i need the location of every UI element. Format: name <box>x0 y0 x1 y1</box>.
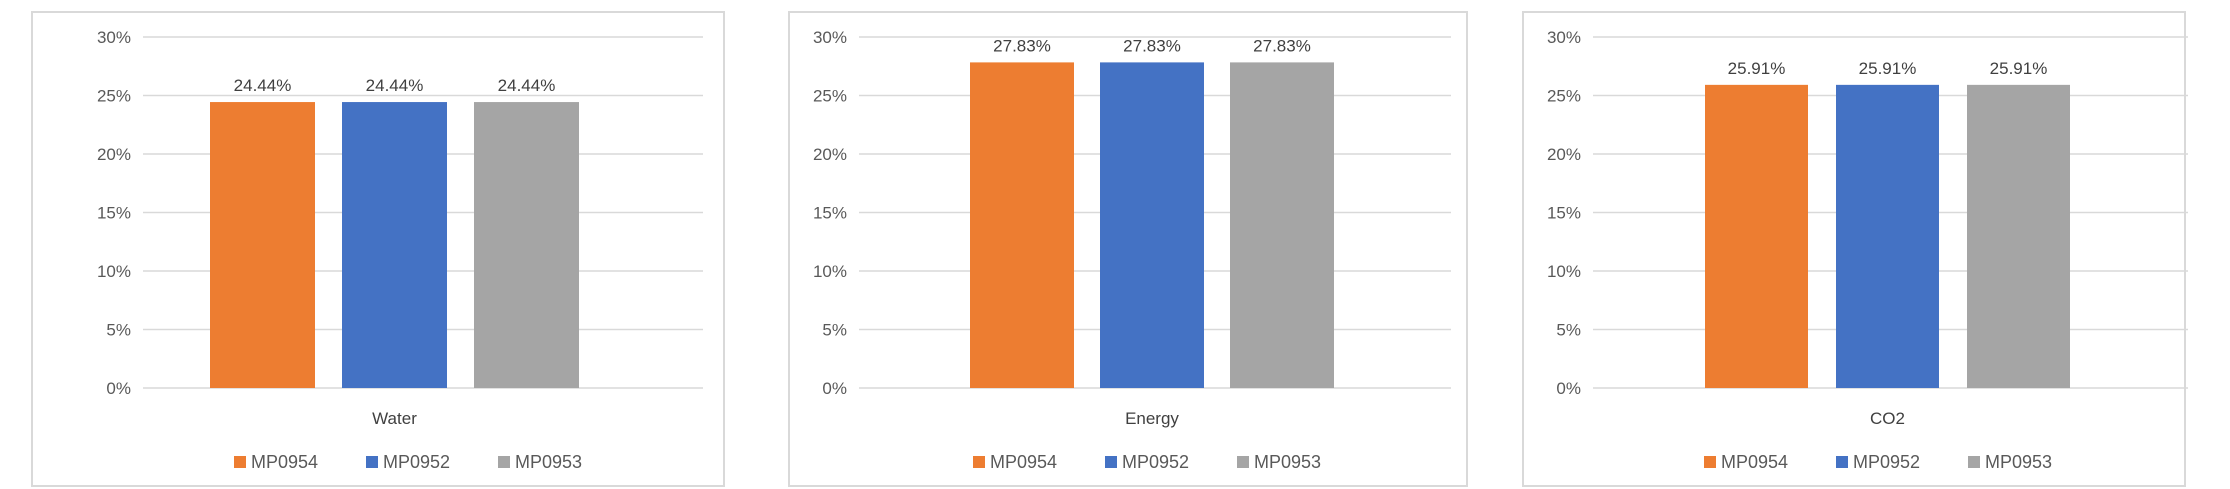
y-tick-label: 20% <box>97 145 131 164</box>
bar-mp0954-water <box>210 102 315 388</box>
legend-label-mp0953: MP0953 <box>1254 452 1321 472</box>
legend-label-mp0952: MP0952 <box>1853 452 1920 472</box>
chart-svg-co2: 0% 5% 10% 15% 20% 25% 30% 25.91% 25.91% 25.91% CO2… <box>1547 28 2188 472</box>
y-tick-label: 5% <box>822 321 847 340</box>
chart-svg-water: 0% 5% 10% 15% 20% 25% 30% 24.44% 24.44% 24.44% Wat… <box>97 28 703 472</box>
legend-swatch-mp0953 <box>498 456 510 468</box>
legend-label-mp0952: MP0952 <box>383 452 450 472</box>
bar-mp0952-water <box>342 102 447 388</box>
category-label: Water <box>372 409 417 428</box>
legend-label-mp0952: MP0952 <box>1122 452 1189 472</box>
bar-mp0952-energy <box>1100 62 1204 388</box>
data-label: 24.44% <box>366 76 424 95</box>
chart-svg-energy: 0% 5% 10% 15% 20% 25% 30% 27.83% 27.83% 27.83% Ene… <box>813 28 1451 472</box>
chart-panel-energy: 0% 5% 10% 15% 20% 25% 30% 27.83% 27.83% 27.83% Ene… <box>788 11 1468 487</box>
y-tick-label: 20% <box>813 145 847 164</box>
legend-label-mp0954: MP0954 <box>990 452 1057 472</box>
y-tick-label: 10% <box>1547 262 1581 281</box>
y-tick-label: 10% <box>813 262 847 281</box>
data-label: 27.83% <box>993 36 1051 55</box>
bar-mp0954-co2 <box>1705 84 1808 388</box>
bar-mp0952-co2 <box>1836 84 1939 388</box>
y-tick-label: 10% <box>97 262 131 281</box>
y-tick-label: 0% <box>822 379 847 398</box>
chart-panel-co2: 0% 5% 10% 15% 20% 25% 30% 25.91% 25.91% 25.91% CO2… <box>1522 11 2188 487</box>
legend-swatch-mp0953 <box>1237 456 1249 468</box>
y-tick-label: 30% <box>1547 28 1581 47</box>
y-tick-label: 5% <box>106 321 131 340</box>
y-tick-label: 5% <box>1556 321 1581 340</box>
legend-label-mp0954: MP0954 <box>1721 452 1788 472</box>
legend-label-mp0954: MP0954 <box>251 452 318 472</box>
y-tick-label: 15% <box>1547 204 1581 223</box>
category-label: CO2 <box>1870 409 1905 428</box>
category-label: Energy <box>1125 409 1179 428</box>
data-label: 25.91% <box>1990 59 2048 78</box>
y-tick-label: 30% <box>813 28 847 47</box>
legend-swatch-mp0952 <box>366 456 378 468</box>
data-label: 24.44% <box>498 76 556 95</box>
legend-label-mp0953: MP0953 <box>515 452 582 472</box>
y-tick-label: 25% <box>813 87 847 106</box>
data-label: 24.44% <box>234 76 292 95</box>
y-tick-label: 15% <box>97 204 131 223</box>
bar-mp0953-water <box>474 102 579 388</box>
legend-swatch-mp0954 <box>1704 456 1716 468</box>
y-tick-label: 0% <box>106 379 131 398</box>
legend-swatch-mp0953 <box>1968 456 1980 468</box>
legend-swatch-mp0952 <box>1105 456 1117 468</box>
y-tick-label: 0% <box>1556 379 1581 398</box>
data-label: 25.91% <box>1859 59 1917 78</box>
bar-mp0953-co2 <box>1967 84 2070 388</box>
legend-swatch-mp0954 <box>234 456 246 468</box>
y-tick-label: 25% <box>97 87 131 106</box>
bar-mp0954-energy <box>970 62 1074 388</box>
legend-swatch-mp0952 <box>1836 456 1848 468</box>
data-label: 25.91% <box>1728 59 1786 78</box>
y-tick-label: 15% <box>813 204 847 223</box>
y-tick-label: 25% <box>1547 87 1581 106</box>
data-label: 27.83% <box>1123 36 1181 55</box>
chart-panel-water: 0% 5% 10% 15% 20% 25% 30% 24.44% 24.44% 24.44% Wat… <box>31 11 725 487</box>
legend-label-mp0953: MP0953 <box>1985 452 2052 472</box>
bar-mp0953-energy <box>1230 62 1334 388</box>
y-tick-label: 30% <box>97 28 131 47</box>
y-tick-label: 20% <box>1547 145 1581 164</box>
data-label: 27.83% <box>1253 36 1311 55</box>
legend-swatch-mp0954 <box>973 456 985 468</box>
